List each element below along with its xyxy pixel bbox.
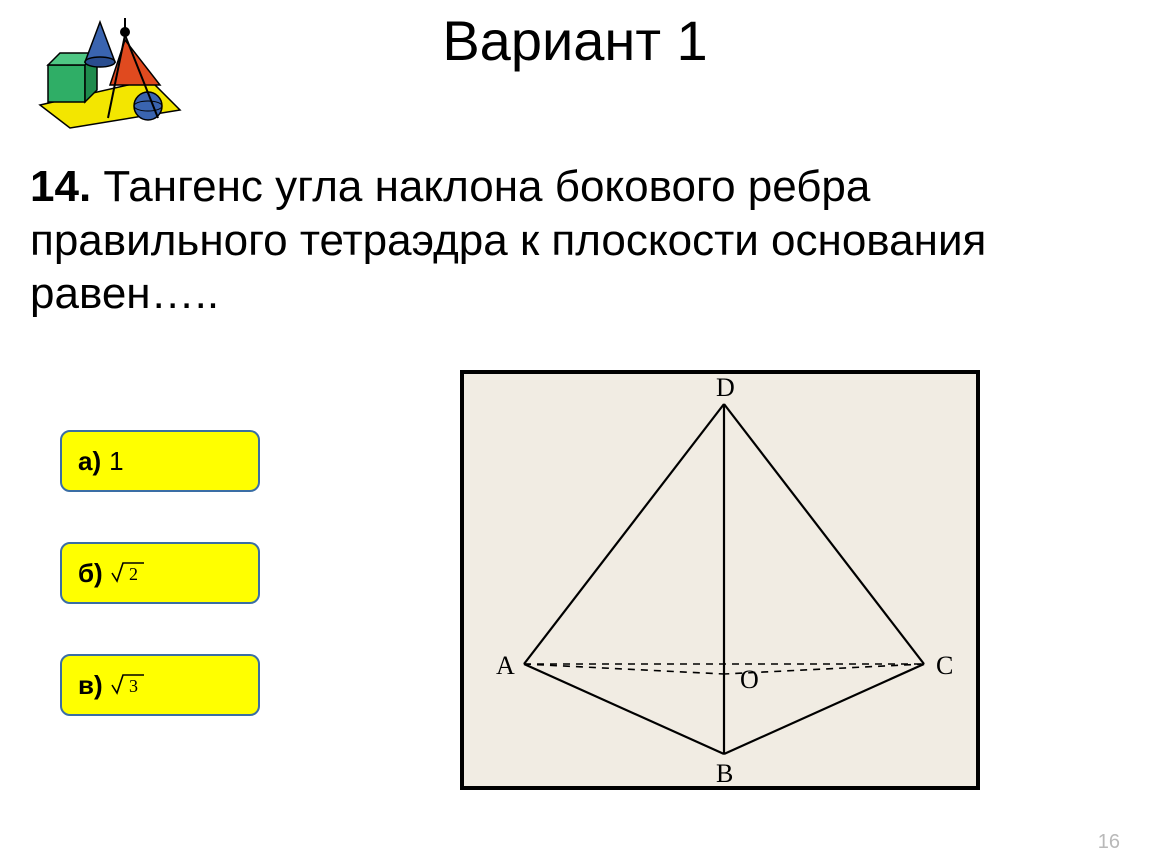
answer-value: 1 — [109, 446, 123, 477]
answer-letter: б) — [78, 558, 103, 589]
answer-letter: в) — [78, 670, 103, 701]
answer-option-b[interactable]: б) 2 — [60, 542, 260, 604]
svg-text:B: B — [716, 759, 733, 786]
answer-option-a[interactable]: а) 1 — [60, 430, 260, 492]
svg-text:2: 2 — [129, 564, 138, 584]
svg-text:A: A — [496, 651, 515, 680]
answer-value: 2 — [111, 558, 145, 588]
answer-value: 3 — [111, 670, 145, 700]
question-body: Тангенс угла наклона бокового ребра прав… — [30, 162, 986, 318]
svg-text:O: O — [740, 665, 759, 694]
question-text: 14. Тангенс угла наклона бокового ребра … — [30, 160, 1120, 321]
slide-number: 16 — [1098, 831, 1120, 854]
svg-text:C: C — [936, 651, 953, 680]
answer-list: а) 1 б) 2 в) 3 — [60, 430, 260, 766]
question-number: 14. — [30, 162, 91, 211]
tetrahedron-diagram: A B C D O — [460, 370, 980, 790]
answer-option-c[interactable]: в) 3 — [60, 654, 260, 716]
slide-title: Вариант 1 — [0, 8, 1150, 73]
answer-letter: а) — [78, 446, 101, 477]
svg-text:3: 3 — [129, 676, 138, 696]
svg-text:D: D — [716, 374, 735, 402]
